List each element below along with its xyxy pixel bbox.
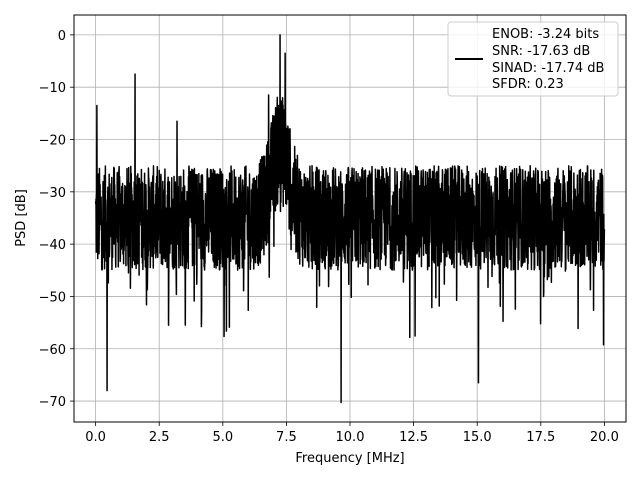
y-tick-label: −60 (39, 343, 66, 358)
legend-label-enob: ENOB: -3.24 bits (492, 27, 599, 42)
x-tick-label: 0.0 (85, 430, 106, 445)
legend: ENOB: -3.24 bits SNR: -17.63 dB SINAD: -… (447, 21, 619, 97)
x-tick-label: 5.0 (212, 430, 233, 445)
legend-box (447, 21, 619, 97)
legend-label-snr: SNR: -17.63 dB (492, 44, 590, 59)
x-tick-label: 10.0 (336, 430, 365, 445)
legend-label-sfdr: SFDR: 0.23 (492, 77, 564, 92)
x-tick-label: 12.5 (399, 430, 428, 445)
y-axis-label: PSD [dB] (14, 189, 29, 247)
x-tick-label: 7.5 (276, 430, 297, 445)
plot-area (94, 34, 606, 404)
y-tick-label: −30 (39, 186, 66, 201)
y-tick-label: −20 (39, 134, 66, 149)
psd-series-line (94, 34, 606, 404)
x-tick-label: 15.0 (463, 430, 492, 445)
x-axis: 0.0 2.5 5.0 7.5 10.0 12.5 15.0 17.5 20.0 (85, 422, 619, 445)
legend-label-sinad: SINAD: -17.74 dB (492, 61, 604, 76)
y-tick-label: −40 (39, 238, 66, 253)
y-axis: 0 −10 −20 −30 −40 −50 −60 −70 (39, 29, 74, 410)
y-tick-label: 0 (58, 29, 66, 44)
y-tick-label: −10 (39, 81, 66, 96)
x-tick-label: 2.5 (149, 430, 170, 445)
x-axis-label: Frequency [MHz] (295, 451, 404, 466)
x-tick-label: 20.0 (590, 430, 619, 445)
y-tick-label: −70 (39, 395, 66, 410)
x-tick-label: 17.5 (526, 430, 555, 445)
y-tick-label: −50 (39, 290, 66, 305)
